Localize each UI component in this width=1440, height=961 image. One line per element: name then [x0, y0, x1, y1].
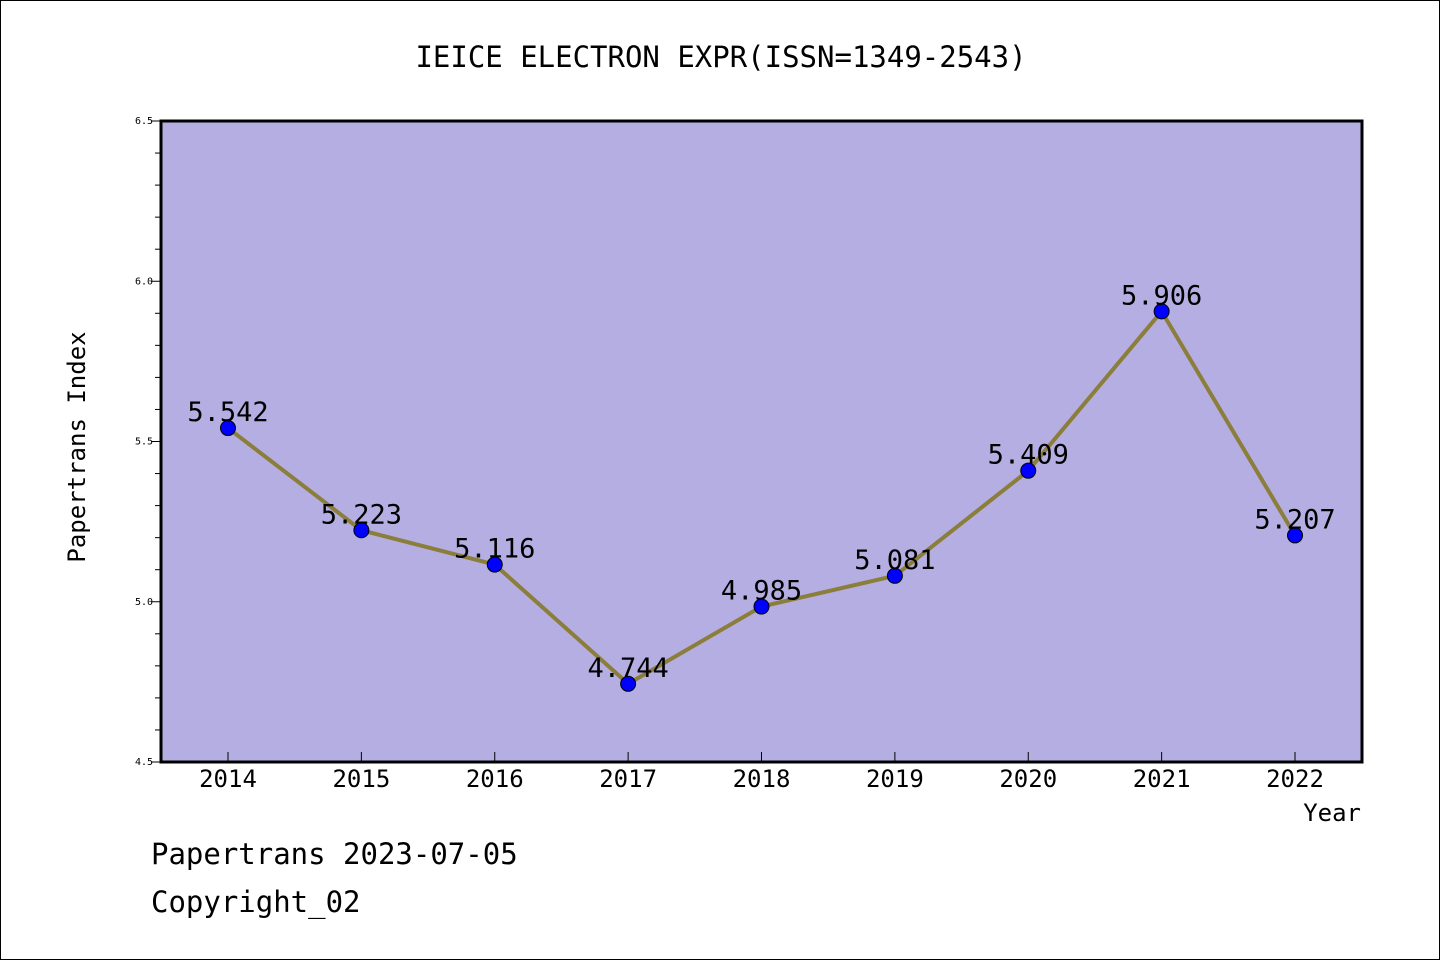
data-label: 5.906	[1121, 280, 1202, 311]
plot-area	[161, 121, 1362, 762]
data-label: 4.744	[587, 653, 668, 684]
x-tick-label: 2019	[866, 765, 924, 793]
data-point	[1287, 527, 1303, 544]
y-tick-label: 6.5	[135, 116, 153, 127]
series-layer	[220, 303, 1303, 692]
data-point	[886, 567, 903, 584]
data-label: 5.409	[988, 440, 1069, 471]
y-tick-labels: 4.5 5.0 5.5 6.0 6.5	[135, 116, 153, 768]
x-tick-label: 2021	[1133, 765, 1191, 793]
x-axis-label: Year	[1303, 799, 1361, 827]
data-label: 5.542	[187, 397, 268, 428]
data-point	[620, 675, 637, 692]
data-label: 5.207	[1254, 504, 1335, 535]
y-tick-label: 5.5	[135, 437, 153, 448]
data-point	[753, 598, 770, 615]
y-tick-label: 4.5	[135, 757, 153, 768]
data-label: 4.985	[721, 576, 802, 607]
x-tick-label: 2014	[199, 765, 257, 793]
y-axis-label: Papertrans Index	[63, 331, 91, 562]
x-tick-label: 2017	[599, 765, 657, 793]
data-point	[1153, 303, 1170, 320]
footer-date: Papertrans 2023-07-05	[151, 837, 518, 871]
x-tick-label: 2022	[1266, 765, 1324, 793]
y-tick-label: 6.0	[135, 276, 153, 287]
data-label: 5.081	[854, 545, 935, 576]
x-tick-labels: 2014 2015 2016 2017 2018 2019 2020 2021 2022	[199, 765, 1324, 793]
data-point	[353, 522, 370, 539]
y-tick-label: 5.0	[135, 597, 153, 608]
data-point	[220, 420, 236, 437]
x-tick-label: 2020	[999, 765, 1057, 793]
data-point	[486, 556, 503, 573]
footer-copyright: Copyright_02	[151, 885, 361, 919]
x-tick-label: 2015	[332, 765, 390, 793]
data-labels: 5.542 5.223 5.116 4.744 4.985 5.081 5.409 5.906…	[187, 280, 1335, 683]
data-label: 5.223	[321, 499, 402, 530]
data-point	[1020, 462, 1037, 479]
chart-title: IEICE ELECTRON EXPR(ISSN=1349-2543)	[415, 40, 1026, 74]
data-label: 5.116	[454, 534, 535, 565]
plot-border	[159, 119, 1364, 764]
x-tick-label: 2016	[466, 765, 524, 793]
x-tick-label: 2018	[733, 765, 791, 793]
